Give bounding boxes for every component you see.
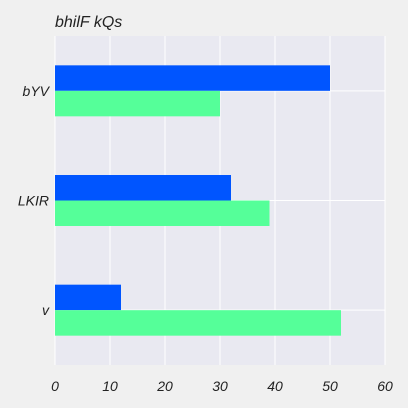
y-tick-label: bYV: [23, 83, 51, 99]
bar-series-1-LKIR: [55, 175, 231, 201]
bar-series-1-bYV: [55, 65, 330, 91]
y-tick-label: v: [42, 302, 50, 318]
x-tick-label: 50: [322, 378, 338, 394]
bars: [55, 65, 341, 336]
y-tick-label: LKIR: [18, 193, 49, 209]
bar-series-2-v: [55, 310, 341, 336]
x-axis-ticks: 0 10 20 30 40 50 60: [51, 378, 393, 394]
bar-series-2-LKIR: [55, 200, 270, 226]
bar-series-1-v: [55, 284, 121, 311]
x-tick-label: 60: [377, 378, 393, 394]
x-tick-label: 30: [212, 378, 228, 394]
x-tick-label: 40: [267, 378, 283, 394]
x-tick-label: 20: [156, 378, 173, 394]
x-tick-label: 10: [102, 378, 118, 394]
y-axis-ticks: v LKIR bYV: [18, 83, 51, 318]
chart-title: bhilF kQs: [55, 14, 122, 31]
x-tick-label: 0: [51, 378, 59, 394]
bar-series-2-bYV: [55, 90, 220, 117]
